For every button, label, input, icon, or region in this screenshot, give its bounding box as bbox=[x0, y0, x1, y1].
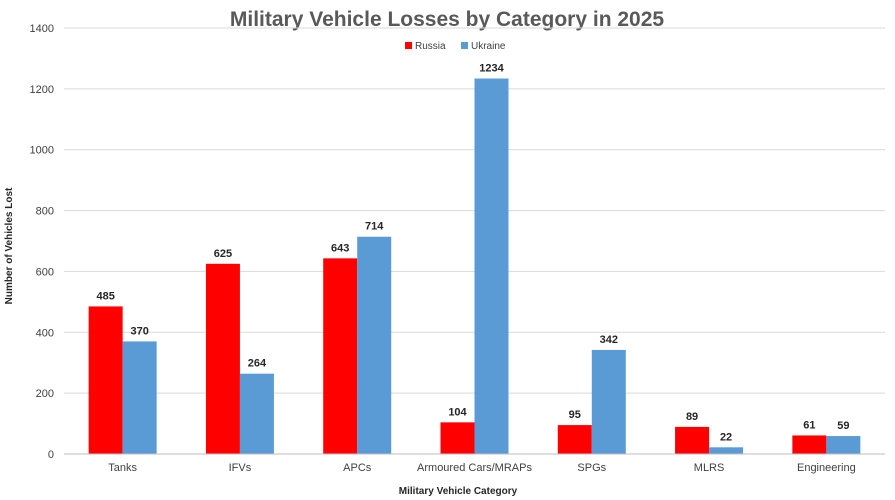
y-tick-label: 400 bbox=[36, 327, 54, 339]
data-label: 485 bbox=[96, 290, 114, 302]
bar-ukraine bbox=[239, 373, 274, 454]
legend-swatch-ukraine bbox=[461, 42, 468, 49]
y-tick-label: 600 bbox=[36, 266, 54, 278]
data-label: 1234 bbox=[479, 63, 504, 75]
chart-title: Military Vehicle Losses by Category in 2… bbox=[230, 8, 665, 31]
data-label: 59 bbox=[837, 420, 849, 432]
x-tick-label: Armoured Cars/MRAPs bbox=[417, 462, 532, 474]
x-tick-label: IFVs bbox=[229, 462, 252, 474]
bar-ukraine bbox=[357, 236, 392, 454]
bar-russia bbox=[440, 422, 475, 454]
data-label: 22 bbox=[720, 431, 732, 443]
data-label: 264 bbox=[248, 358, 267, 370]
legend-label: Russia bbox=[415, 41, 446, 52]
bar-russia bbox=[205, 263, 240, 454]
x-axis-categories: Tanks IFVs APCs Armoured Cars/MRAPs SPGs MLRS… bbox=[108, 462, 855, 474]
bars bbox=[88, 78, 861, 455]
legend-label: Ukraine bbox=[471, 41, 506, 52]
data-label: 61 bbox=[803, 419, 815, 431]
bar-russia bbox=[323, 258, 358, 454]
legend: Russia Ukraine bbox=[405, 41, 506, 52]
x-tick-label: MLRS bbox=[694, 462, 725, 474]
y-tick-label: 1200 bbox=[30, 84, 54, 96]
data-label: 370 bbox=[130, 325, 148, 337]
x-axis-title: Military Vehicle Category bbox=[399, 486, 518, 497]
bar-ukraine bbox=[709, 447, 744, 454]
y-tick-label: 200 bbox=[36, 388, 54, 400]
legend-swatch-russia bbox=[405, 42, 412, 49]
bar-ukraine bbox=[474, 78, 509, 455]
bar-russia bbox=[88, 306, 123, 454]
x-tick-label: SPGs bbox=[577, 462, 606, 474]
x-tick-label: Tanks bbox=[108, 462, 137, 474]
data-label: 104 bbox=[448, 406, 467, 418]
bar-ukraine bbox=[591, 349, 626, 454]
y-tick-label: 0 bbox=[48, 449, 54, 461]
bar-russia bbox=[557, 425, 592, 454]
bar-russia bbox=[792, 435, 827, 454]
y-axis-ticks: 0 200 400 600 800 1000 1200 1400 bbox=[30, 23, 54, 461]
bar-ukraine bbox=[826, 436, 861, 454]
y-axis-title: Number of Vehicles Lost bbox=[4, 187, 15, 304]
bar-russia bbox=[675, 426, 710, 454]
bar-ukraine bbox=[122, 341, 157, 454]
y-tick-label: 1400 bbox=[30, 23, 54, 35]
data-label: 714 bbox=[365, 221, 384, 233]
y-tick-label: 1000 bbox=[30, 145, 54, 157]
x-tick-label: APCs bbox=[343, 462, 372, 474]
data-labels: 485 370 625 264 643 714 104 1234 95 342 89 22 61 59 bbox=[96, 63, 849, 444]
data-label: 643 bbox=[331, 242, 349, 254]
data-label: 625 bbox=[214, 248, 232, 260]
data-label: 95 bbox=[569, 409, 581, 421]
y-tick-label: 800 bbox=[36, 206, 54, 218]
data-label: 89 bbox=[686, 411, 698, 423]
x-tick-label: Engineering bbox=[797, 462, 856, 474]
data-label: 342 bbox=[600, 334, 618, 346]
